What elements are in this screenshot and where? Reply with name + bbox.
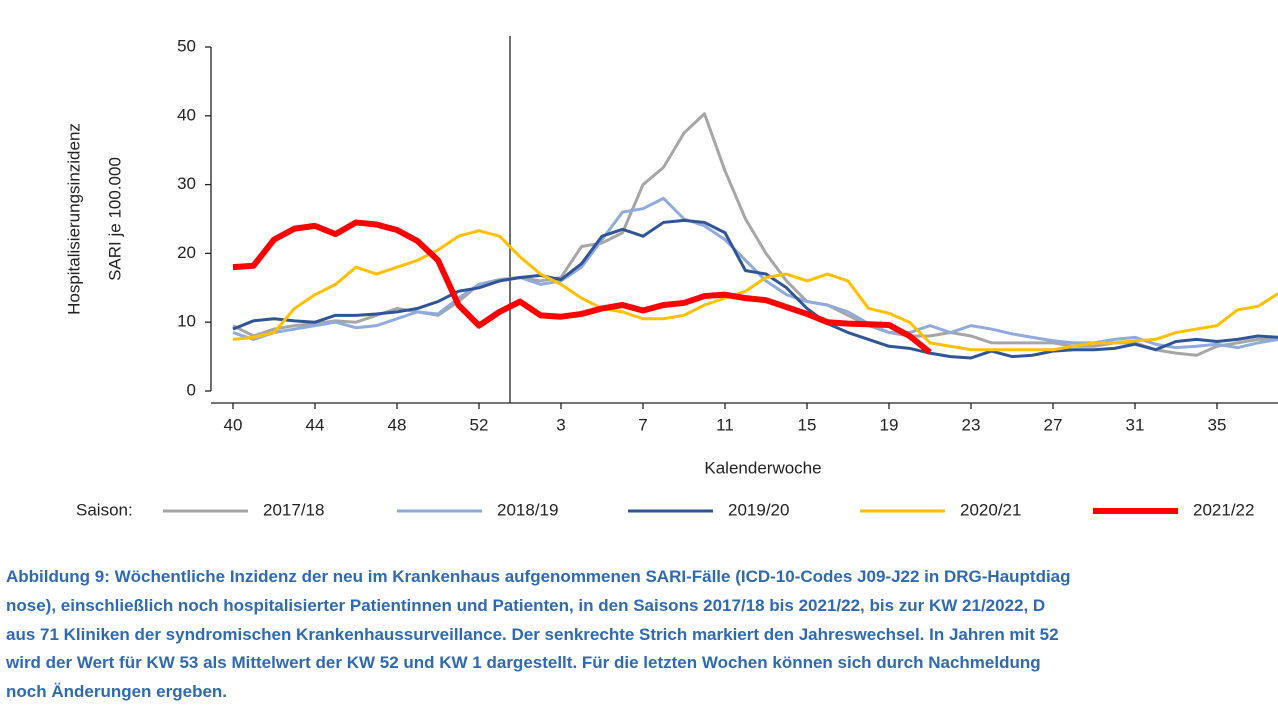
legend-label: 2020/21 — [960, 500, 1021, 519]
legend-label: 2018/19 — [497, 500, 558, 519]
legend-label: 2021/22 — [1193, 500, 1254, 519]
caption-line: aus 71 Kliniken der syndromischen Kranke… — [6, 624, 1059, 644]
caption: Abbildung 9: Wöchentliche Inzidenz der n… — [6, 563, 1278, 707]
caption-line: wird der Wert für KW 53 als Mittelwert d… — [6, 653, 1041, 673]
series-line — [232, 196, 1278, 350]
x-tick-label: 44 — [306, 415, 325, 434]
x-tick-label: 3 — [556, 415, 565, 434]
legend-title: Saison: — [76, 500, 133, 519]
chart: Hospitalisierungsinzidenz SARI je 100.00… — [64, 36, 1278, 519]
x-tick-label: 7 — [638, 415, 647, 434]
x-tick-label: 52 — [470, 415, 489, 434]
x-tick-label: 27 — [1044, 415, 1063, 434]
x-tick-label: 31 — [1126, 415, 1145, 434]
series-line — [232, 218, 1278, 360]
series-line — [232, 229, 1278, 352]
x-tick-label: 23 — [962, 415, 981, 434]
y-tick-label: 40 — [177, 105, 196, 124]
caption-line: Abbildung 9: Wöchentliche Inzidenz der n… — [6, 567, 1071, 586]
x-tick-label: 40 — [224, 415, 243, 434]
caption-line: nose), einschließlich noch hospitalisier… — [6, 595, 1046, 615]
x-tick-label: 15 — [798, 415, 817, 434]
x-axis-label: Kalenderwoche — [704, 458, 821, 477]
x-tick-label: 19 — [880, 415, 899, 434]
y-tick-label: 10 — [177, 312, 196, 331]
y-tick-label: 20 — [177, 243, 196, 262]
y-axis-label: SARI je 100.000 — [105, 157, 124, 281]
x-tick-label: 48 — [388, 415, 407, 434]
y-tick-label: 0 — [187, 380, 196, 399]
x-tick-label: 11 — [716, 415, 734, 434]
y-axis-label: Hospitalisierungsinzidenz — [64, 123, 83, 315]
series-line — [232, 112, 1278, 357]
legend-label: 2019/20 — [728, 500, 789, 519]
series-line — [232, 219, 932, 355]
caption-line: noch Änderungen ergeben. — [6, 682, 228, 702]
legend-label: 2017/18 — [263, 500, 324, 519]
x-tick-label: 35 — [1208, 415, 1227, 434]
y-tick-label: 30 — [177, 174, 196, 193]
y-tick-label: 50 — [177, 36, 196, 55]
